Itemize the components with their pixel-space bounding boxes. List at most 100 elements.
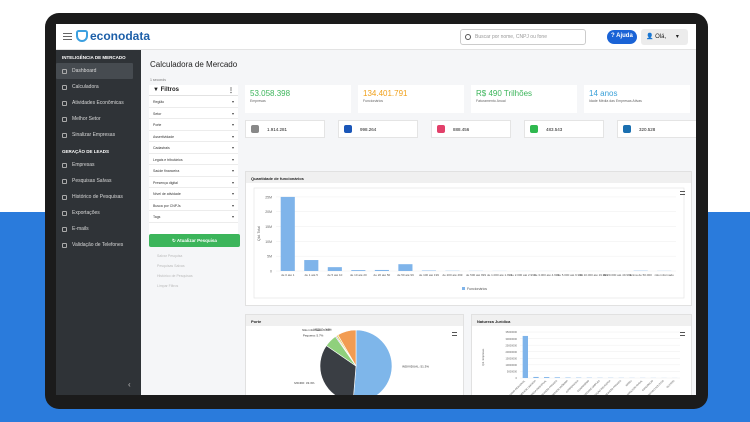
y-tick-label: 5M (267, 255, 272, 259)
help-label: Ajuda (616, 33, 633, 39)
sidebar-section-leads: GERAÇÃO DE LEADS (62, 149, 110, 154)
bar[interactable] (398, 264, 413, 271)
bar[interactable] (351, 270, 366, 271)
x-tick-label: de 3.000 até 4.999 (534, 273, 559, 277)
collapse-sidebar-icon[interactable]: ‹ (128, 380, 131, 389)
sidebar-item-atividades-economicas[interactable]: Atividades Econômicas (56, 95, 141, 111)
whatsapp-icon (530, 125, 538, 133)
search-input[interactable]: Buscar por nome, CNPJ ou fone (460, 29, 586, 45)
update-search-button[interactable]: ↻ Atualizar Pesquisa (149, 234, 240, 247)
help-button[interactable]: ? Ajuda (607, 30, 637, 44)
bar[interactable] (304, 260, 319, 271)
legal-chart-title: Natureza Jurídica (472, 315, 691, 326)
refresh-icon: ↻ (172, 238, 176, 243)
social-card-globe: 1.914.281 (245, 120, 325, 138)
filter-tags[interactable]: Tags (149, 211, 238, 223)
page-subtitle: 1 seconds (150, 78, 166, 82)
filter-nivel-de-atividade[interactable]: Nível de atividade (149, 188, 238, 200)
filter-cadastrais[interactable]: Cadastrais (149, 142, 238, 154)
filter-regiao[interactable]: Região (149, 96, 238, 108)
link-salvar-pesquisa[interactable]: Salvar Pesquisa (157, 254, 183, 258)
filter-setor[interactable]: Setor (149, 108, 238, 119)
x-tick-label: de 5.000 até 9.999 (558, 273, 583, 277)
x-tick-label: de 5 até 10 (327, 273, 342, 277)
chart-menu-icon[interactable] (680, 332, 685, 336)
kpi-value: 14 anos (589, 89, 618, 98)
sidebar-item-label: Atividades Econômicas (72, 100, 124, 106)
app-screen: econodata Buscar por nome, CNPJ ou fone … (56, 24, 696, 395)
chart-area (253, 187, 685, 299)
bar[interactable] (374, 269, 389, 271)
more-options-icon[interactable]: ⋮ (228, 88, 234, 94)
x-tick-label: de 1.000 até 1.999 (487, 273, 512, 277)
link-historico-de-pesquisas[interactable]: Histórico de Pesquisas (157, 274, 193, 278)
brand-name: econodata (90, 29, 151, 43)
sidebar-item-label: Exportações (72, 210, 100, 216)
bar[interactable] (554, 377, 560, 378)
employees-chart-panel: Quantidade de funcionários 0 5M 10M 15M 20M 2… (245, 171, 692, 306)
x-tick-label: de 20.000 até 49.999 (603, 273, 632, 277)
filters-title: Filtros (160, 87, 179, 93)
sidebar-item-exportacoes[interactable]: Exportações (56, 205, 141, 221)
pie-slice-grande[interactable] (337, 329, 357, 368)
x-tick-label: de 500 até 999 (466, 273, 486, 277)
pie-slice-individual[interactable] (353, 329, 393, 395)
validacao-de-telefones-icon (62, 242, 67, 248)
page-title: Calculadora de Mercado (150, 60, 238, 69)
bar[interactable] (533, 376, 539, 378)
x-tick-label: OUTROS (666, 379, 676, 389)
facebook-icon (344, 125, 352, 133)
sidebar-item-historico-de-pesquisas[interactable]: Histórico de Pesquisas (56, 189, 141, 205)
sidebar-item-melhor-setor[interactable]: Melhor Setor (56, 111, 141, 127)
filter-presenca-digital[interactable]: Presença digital (149, 177, 238, 188)
legal-chart-panel: Natureza Jurídica 0 5000000 10000000 150000… (471, 314, 692, 395)
chart-menu-icon[interactable] (452, 332, 457, 336)
filter-assertividade[interactable]: Assertividade (149, 131, 238, 142)
brand-logo[interactable]: econodata (76, 29, 150, 43)
link-pesquisas-salvas[interactable]: Pesquisas Salvas (157, 264, 185, 268)
chart-menu-icon[interactable] (680, 191, 685, 195)
pie-label: INDIVIDUAL: 51.3% (402, 365, 429, 369)
sidebar: INTELIGÊNCIA DE MERCADO Dashboard Calcula… (56, 50, 141, 395)
bar[interactable] (522, 335, 528, 378)
empresas-icon (62, 162, 67, 168)
bar[interactable] (327, 267, 342, 271)
sidebar-item-empresas[interactable]: Empresas (56, 157, 141, 173)
filter-saude-financeira[interactable]: Saúde financeira (149, 165, 238, 177)
sidebar-item-dashboard[interactable]: Dashboard (56, 63, 133, 79)
kpi-value: 53.058.398 (250, 89, 291, 98)
filters-header: ▼ Filtros ⋮ (149, 85, 238, 96)
link-limpar-filtros[interactable]: Limpar Filtros (157, 284, 179, 288)
pie-slice-micro[interactable] (319, 345, 357, 395)
bar[interactable] (544, 377, 550, 378)
x-tick-label: de 10 até 20 (350, 273, 367, 277)
sidebar-item-label: Validação de Telefones (72, 242, 124, 248)
sidebar-item-sinalizar-empresas[interactable]: Sinalizar Empresas (56, 127, 141, 143)
sidebar-item-validacao-de-telefones[interactable]: Validação de Telefones (56, 237, 141, 253)
y-tick-label: 30000000 (505, 337, 517, 341)
legend-label: Funcionários (467, 287, 487, 291)
pie-label: MEDIO: 0.8% (313, 327, 332, 331)
sidebar-item-pesquisas-salvas[interactable]: Pesquisas Salvas (56, 173, 141, 189)
y-tick-label: 10000000 (505, 363, 517, 367)
menu-icon[interactable] (63, 33, 72, 40)
main-content: Calculadora de Mercado 1 seconds ▼ Filtr… (141, 50, 696, 395)
x-tick-label: de 2.000 até 2.999 (511, 273, 536, 277)
y-tick-label: 0 (516, 376, 518, 380)
sidebar-item-calculadora[interactable]: Calculadora (56, 79, 141, 95)
y-tick-label: 15M (265, 225, 272, 229)
x-tick-label: de 0 até 1 (281, 273, 295, 277)
x-tick-label: de 10.000 até 19.999 (579, 273, 608, 277)
filter-busca-por-cnpjs[interactable]: Busca por CNPJs (149, 200, 238, 211)
filter-porte[interactable]: Porte (149, 119, 238, 131)
filter-legais-e-tributarios[interactable]: Legais e tributários (149, 154, 238, 165)
employees-chart: 0 5M 10M 15M 20M 25M Qtd. Total de 0 até 1 de 1 … (253, 187, 685, 299)
search-icon (465, 34, 471, 40)
user-menu[interactable]: 👤 Olá, ▾ (641, 29, 688, 45)
social-card-linkedin: 320.528 (617, 120, 696, 138)
bar[interactable] (280, 196, 295, 271)
sidebar-item-e-mails[interactable]: E-mails (56, 221, 141, 237)
x-tick-label: acima de 50.000 (630, 273, 653, 277)
y-tick-label: 15000000 (505, 356, 517, 360)
x-tick-label: EIRELI (625, 379, 633, 387)
